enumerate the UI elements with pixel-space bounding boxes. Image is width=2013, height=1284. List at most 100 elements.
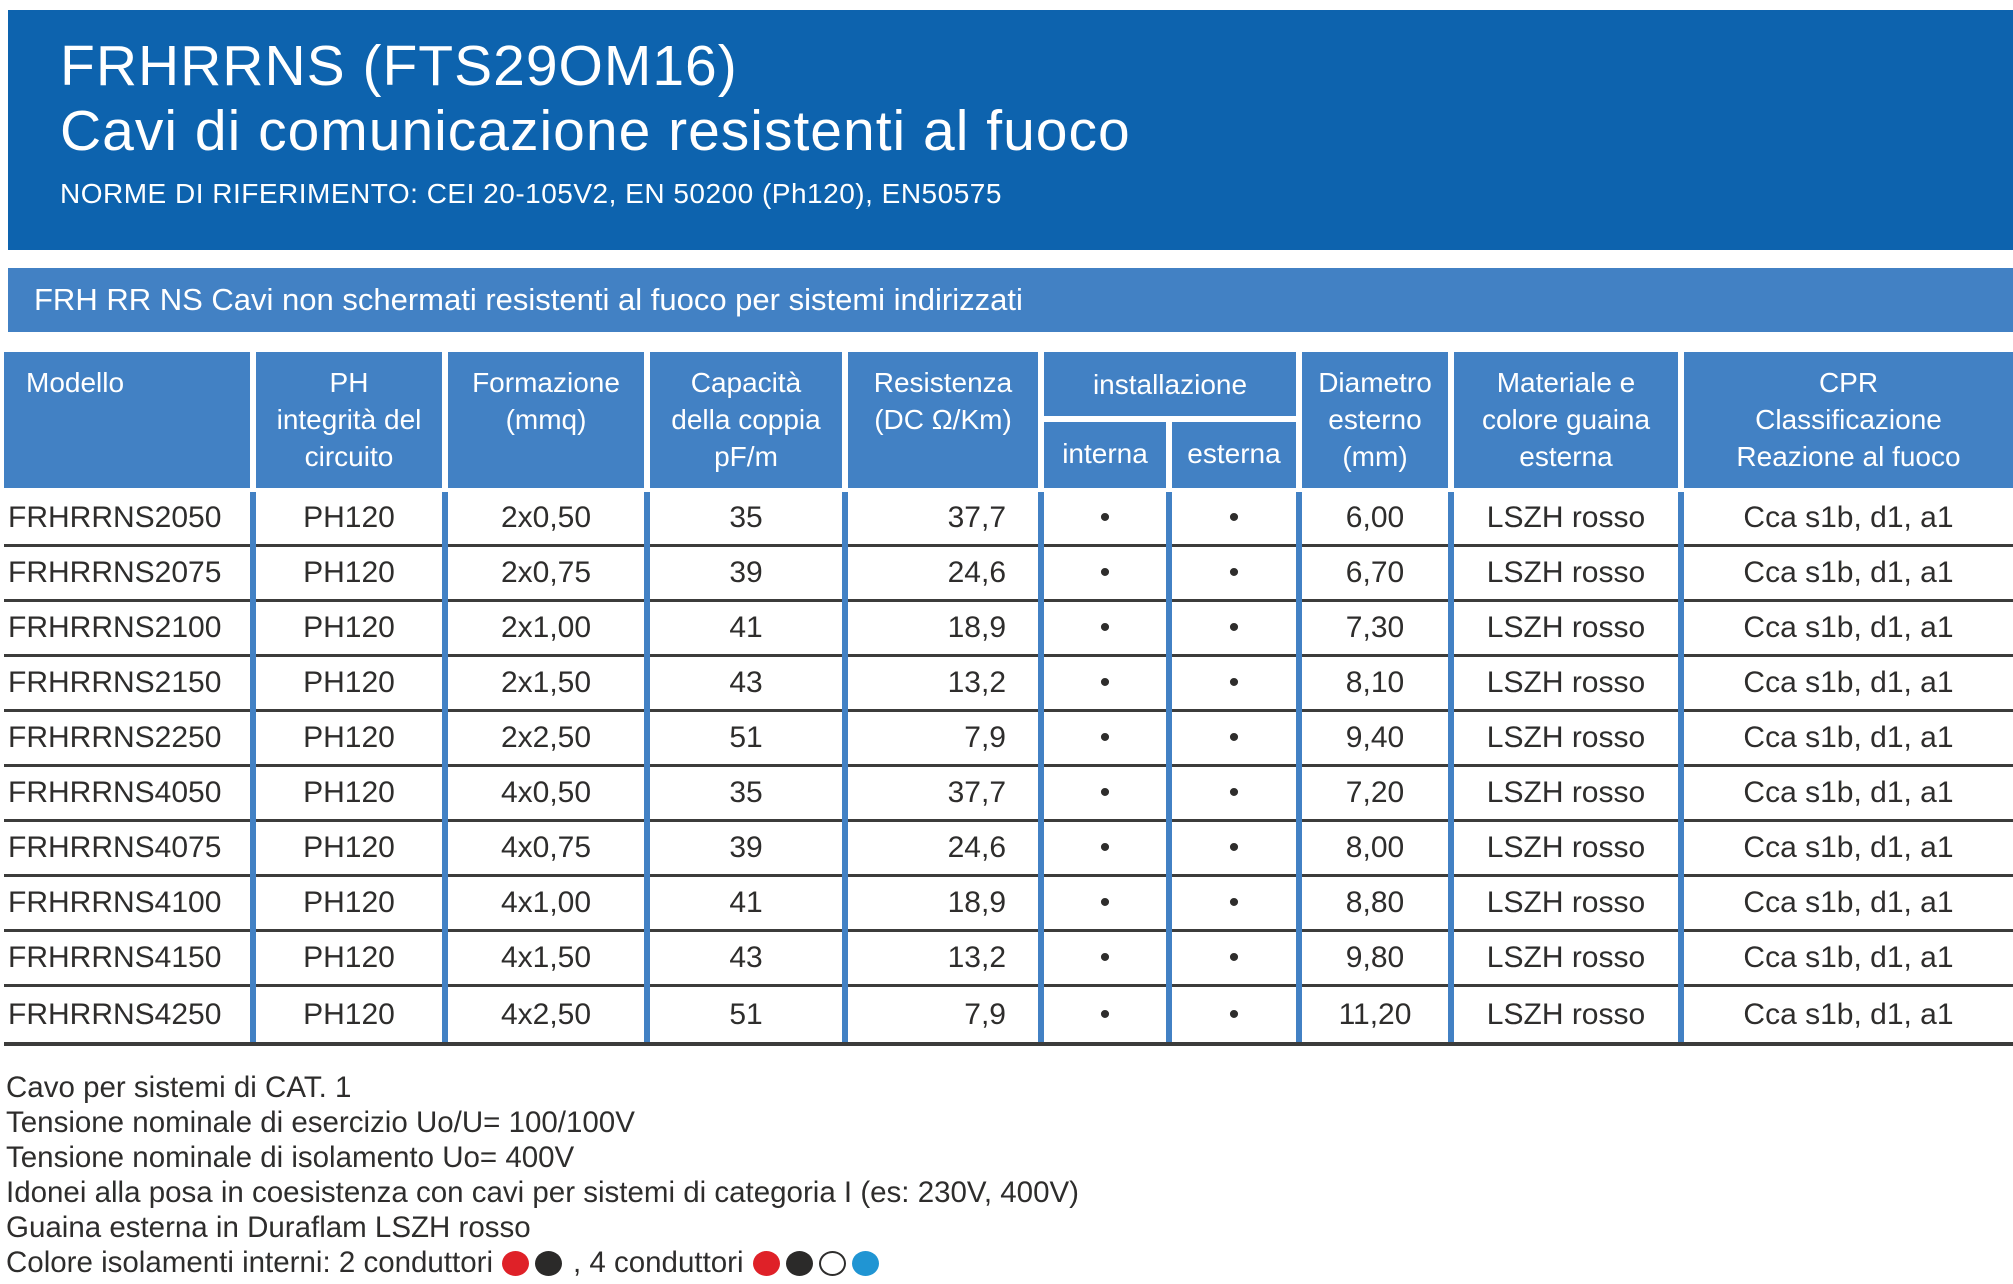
cell-esterna: • (1172, 492, 1296, 547)
col-header-resistenza: Resistenza (DC Ω/Km) (848, 352, 1038, 488)
cell-ph: PH120 (256, 602, 442, 657)
cell-materiale: LSZH rosso (1454, 822, 1678, 877)
color-dot-black (785, 1250, 813, 1276)
cell-interna: • (1044, 877, 1166, 932)
col-header-capacita: Capacità della coppia pF/m (650, 352, 842, 488)
cell-cpr: Cca s1b, d1, a1 (1684, 657, 2013, 712)
cell-formazione: 2x1,00 (448, 602, 644, 657)
legend-mid: , 4 conduttori (573, 1246, 744, 1279)
cell-esterna: • (1172, 932, 1296, 987)
cell-diametro: 11,20 (1302, 987, 1448, 1042)
cell-capacita: 43 (650, 932, 842, 987)
table-header: Modello PH integrità del circuito Formaz… (4, 352, 2013, 488)
cell-interna: • (1044, 767, 1166, 822)
cell-interna: • (1044, 932, 1166, 987)
cell-cpr: Cca s1b, d1, a1 (1684, 602, 2013, 657)
cell-capacita: 39 (650, 547, 842, 602)
cell-esterna: • (1172, 987, 1296, 1042)
cell-modello: FRHRRNS4075 (4, 822, 250, 877)
color-dot-red (752, 1250, 780, 1276)
cell-materiale: LSZH rosso (1454, 767, 1678, 822)
cell-cpr: Cca s1b, d1, a1 (1684, 547, 2013, 602)
cell-esterna: • (1172, 547, 1296, 602)
cell-resistenza: 18,9 (848, 602, 1038, 657)
cell-resistenza: 13,2 (848, 657, 1038, 712)
cell-modello: FRHRRNS4100 (4, 877, 250, 932)
cell-resistenza: 13,2 (848, 932, 1038, 987)
cell-modello: FRHRRNS2100 (4, 602, 250, 657)
product-family-banner: FRH RR NS Cavi non schermati resistenti … (8, 268, 2013, 332)
cell-formazione: 4x1,50 (448, 932, 644, 987)
cell-resistenza: 37,7 (848, 492, 1038, 547)
cell-capacita: 41 (650, 602, 842, 657)
reference-norms: NORME DI RIFERIMENTO: CEI 20-105V2, EN 5… (60, 177, 1002, 209)
note-line: Cavo per sistemi di CAT. 1 (6, 1071, 352, 1104)
color-dot-blue (851, 1250, 879, 1276)
cell-diametro: 7,30 (1302, 602, 1448, 657)
cell-materiale: LSZH rosso (1454, 712, 1678, 767)
cell-cpr: Cca s1b, d1, a1 (1684, 987, 2013, 1042)
cell-interna: • (1044, 712, 1166, 767)
four-conductor-dots (750, 1250, 882, 1276)
cell-formazione: 4x1,00 (448, 877, 644, 932)
cell-esterna: • (1172, 822, 1296, 877)
two-conductor-dots (499, 1250, 565, 1276)
cell-modello: FRHRRNS2150 (4, 657, 250, 712)
cell-materiale: LSZH rosso (1454, 602, 1678, 657)
cell-capacita: 51 (650, 987, 842, 1042)
page-header: FRHRRNS (FTS29OM16) Cavi di comunicazion… (8, 10, 2013, 250)
col-header-materiale: Materiale e colore guaina esterna (1454, 352, 1678, 488)
cell-modello: FRHRRNS4050 (4, 767, 250, 822)
cell-ph: PH120 (256, 987, 442, 1042)
col-header-interna: interna (1044, 422, 1166, 488)
cell-resistenza: 18,9 (848, 877, 1038, 932)
cell-esterna: • (1172, 657, 1296, 712)
cell-resistenza: 37,7 (848, 767, 1038, 822)
col-header-installazione: installazione (1044, 352, 1296, 416)
legend-prefix: Colore isolamenti interni: 2 conduttori (6, 1246, 493, 1279)
col-header-cpr: CPR Classificazione Reazione al fuoco (1684, 352, 2013, 488)
cell-ph: PH120 (256, 767, 442, 822)
cell-esterna: • (1172, 767, 1296, 822)
col-header-ph: PH integrità del circuito (256, 352, 442, 488)
cell-cpr: Cca s1b, d1, a1 (1684, 932, 2013, 987)
cell-interna: • (1044, 822, 1166, 877)
cell-capacita: 51 (650, 712, 842, 767)
cell-materiale: LSZH rosso (1454, 932, 1678, 987)
cell-ph: PH120 (256, 492, 442, 547)
cell-formazione: 2x0,75 (448, 547, 644, 602)
cell-diametro: 8,00 (1302, 822, 1448, 877)
cell-formazione: 4x0,50 (448, 767, 644, 822)
cell-capacita: 41 (650, 877, 842, 932)
cell-ph: PH120 (256, 547, 442, 602)
cell-cpr: Cca s1b, d1, a1 (1684, 767, 2013, 822)
cell-modello: FRHRRNS2075 (4, 547, 250, 602)
cell-cpr: Cca s1b, d1, a1 (1684, 822, 2013, 877)
col-header-modello: Modello (4, 352, 250, 488)
note-line: Tensione nominale di esercizio Uo/U= 100… (6, 1106, 635, 1139)
cell-materiale: LSZH rosso (1454, 657, 1678, 712)
cell-materiale: LSZH rosso (1454, 987, 1678, 1042)
cell-resistenza: 24,6 (848, 547, 1038, 602)
cell-interna: • (1044, 987, 1166, 1042)
cell-ph: PH120 (256, 712, 442, 767)
cell-ph: PH120 (256, 657, 442, 712)
cell-formazione: 2x2,50 (448, 712, 644, 767)
cell-diametro: 8,80 (1302, 877, 1448, 932)
cell-capacita: 43 (650, 657, 842, 712)
cell-diametro: 6,70 (1302, 547, 1448, 602)
col-header-esterna: esterna (1172, 422, 1296, 488)
note-line: Idonei alla posa in coesistenza con cavi… (6, 1176, 1079, 1209)
cell-esterna: • (1172, 602, 1296, 657)
notes-block: Cavo per sistemi di CAT. 1 Tensione nomin… (6, 1070, 2013, 1245)
cell-modello: FRHRRNS4250 (4, 987, 250, 1042)
cell-resistenza: 7,9 (848, 712, 1038, 767)
cell-interna: • (1044, 657, 1166, 712)
page-title: FRHRRNS (FTS29OM16) (60, 34, 738, 98)
cell-capacita: 39 (650, 822, 842, 877)
cell-diametro: 7,20 (1302, 767, 1448, 822)
cell-interna: • (1044, 547, 1166, 602)
cell-modello: FRHRRNS4150 (4, 932, 250, 987)
banner-text: FRH RR NS Cavi non schermati resistenti … (34, 282, 1023, 317)
color-dot-white (818, 1250, 846, 1276)
